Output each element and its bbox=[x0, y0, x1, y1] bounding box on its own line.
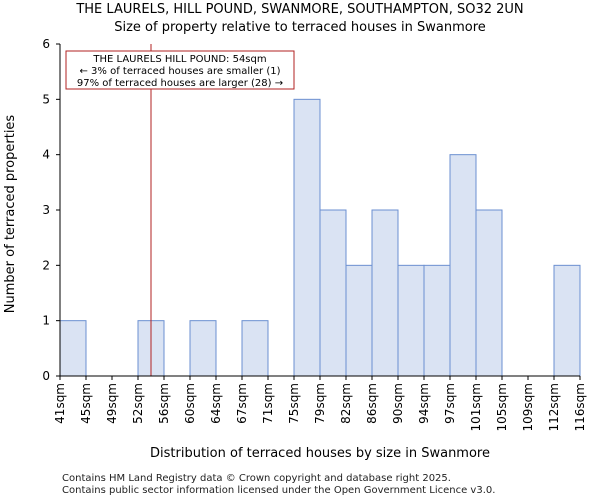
y-tick-label: 1 bbox=[42, 314, 50, 328]
histogram-bar bbox=[553, 264, 581, 377]
x-axis-label: Distribution of terraced houses by size … bbox=[150, 446, 490, 461]
histogram-bar bbox=[59, 320, 87, 377]
x-tick-label: 116sqm bbox=[573, 383, 587, 431]
x-tick-label: 41sqm bbox=[53, 383, 67, 424]
x-tick-label: 56sqm bbox=[157, 383, 171, 424]
x-tick-label: 97sqm bbox=[443, 383, 457, 424]
histogram-bar bbox=[371, 209, 399, 377]
x-tick-label: 49sqm bbox=[105, 383, 119, 424]
histogram-bar bbox=[293, 98, 321, 377]
histogram-bar bbox=[345, 264, 373, 377]
x-tick-label: 45sqm bbox=[79, 383, 93, 424]
y-tick-label: 5 bbox=[42, 92, 50, 106]
y-tick-label: 6 bbox=[42, 37, 50, 51]
x-tick-label: 94sqm bbox=[417, 383, 431, 424]
histogram-bar bbox=[397, 264, 425, 377]
histogram-bar bbox=[189, 320, 217, 377]
footer-line-1: Contains HM Land Registry data © Crown c… bbox=[62, 473, 451, 484]
chart-subtitle: Size of property relative to terraced ho… bbox=[114, 20, 486, 35]
bars-group bbox=[59, 98, 581, 377]
footer-line-2: Contains public sector information licen… bbox=[62, 485, 496, 496]
x-tick-label: 112sqm bbox=[547, 383, 561, 431]
x-tick-label: 64sqm bbox=[209, 383, 223, 424]
x-axis-ticks: 41sqm 45sqm 49sqm 52sqm 56sqm 60sqm 64sqm 67sqm… bbox=[53, 376, 587, 431]
x-tick-label: 71sqm bbox=[261, 383, 275, 424]
x-tick-label: 75sqm bbox=[287, 383, 301, 424]
x-tick-label: 67sqm bbox=[235, 383, 249, 424]
y-tick-label: 0 bbox=[42, 369, 50, 383]
annotation-line-1: THE LAURELS HILL POUND: 54sqm bbox=[92, 54, 266, 65]
x-tick-label: 82sqm bbox=[339, 383, 353, 424]
histogram-bar bbox=[449, 154, 477, 377]
y-tick-label: 2 bbox=[42, 258, 50, 272]
x-tick-label: 86sqm bbox=[365, 383, 379, 424]
x-tick-label: 90sqm bbox=[391, 383, 405, 424]
y-tick-label: 4 bbox=[42, 148, 50, 162]
y-axis-ticks: 0 1 2 3 4 5 6 bbox=[42, 37, 60, 383]
histogram-bar bbox=[423, 264, 451, 377]
annotation-box: THE LAURELS HILL POUND: 54sqm ← 3% of te… bbox=[65, 50, 295, 90]
y-axis-label: Number of terraced properties bbox=[3, 115, 18, 314]
histogram-bar bbox=[475, 209, 503, 377]
chart-title: THE LAURELS, HILL POUND, SWANMORE, SOUTH… bbox=[76, 2, 524, 17]
annotation-line-2: ← 3% of terraced houses are smaller (1) bbox=[80, 66, 281, 77]
histogram-bar bbox=[241, 320, 269, 377]
annotation-line-3: 97% of terraced houses are larger (28) → bbox=[77, 78, 283, 89]
x-tick-label: 101sqm bbox=[469, 383, 483, 431]
x-tick-label: 109sqm bbox=[521, 383, 535, 431]
y-tick-label: 3 bbox=[42, 203, 50, 217]
histogram-bar bbox=[319, 209, 347, 377]
x-tick-label: 105sqm bbox=[495, 383, 509, 431]
x-tick-label: 79sqm bbox=[313, 383, 327, 424]
x-tick-label: 52sqm bbox=[131, 383, 145, 424]
x-tick-label: 60sqm bbox=[183, 383, 197, 424]
